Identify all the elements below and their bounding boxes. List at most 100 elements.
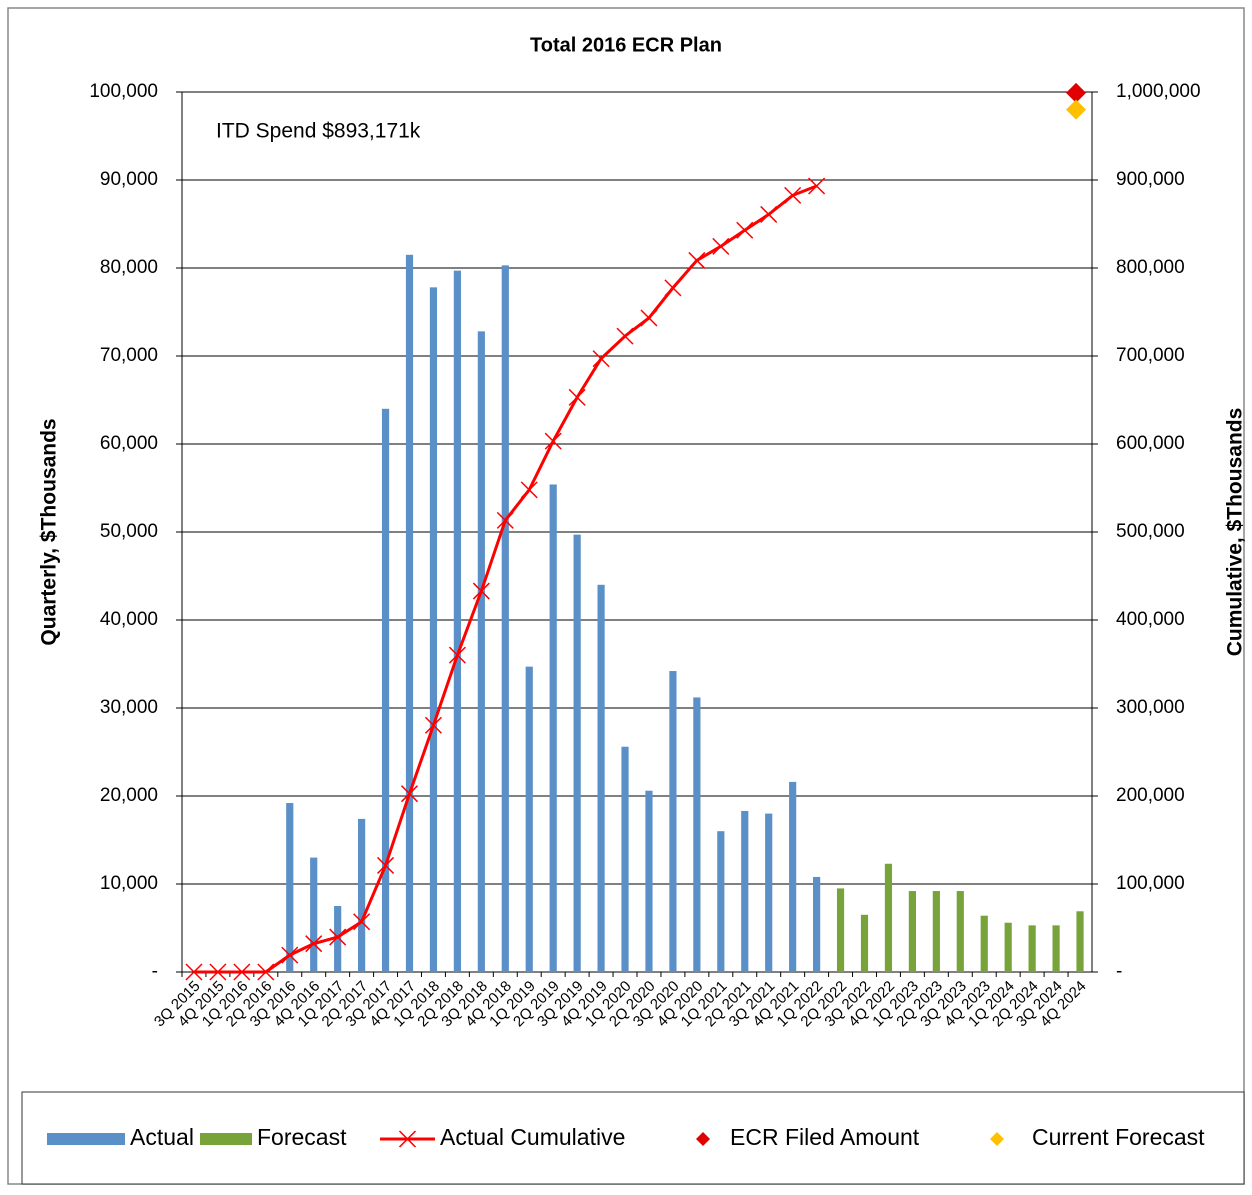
bar xyxy=(501,265,509,972)
line-marker xyxy=(329,928,347,946)
line-marker xyxy=(496,511,514,529)
y2-tick-label: 300,000 xyxy=(1116,697,1185,718)
legend-label: Current Forecast xyxy=(1032,1124,1205,1150)
line-marker xyxy=(616,327,634,345)
line-marker xyxy=(353,913,371,931)
y2-tick-label: 500,000 xyxy=(1116,521,1185,542)
line-marker xyxy=(281,946,299,964)
line-marker xyxy=(377,856,395,874)
bar xyxy=(645,790,653,972)
bar xyxy=(621,746,629,972)
line-marker xyxy=(712,237,730,255)
bar xyxy=(597,584,605,972)
legend-label: Actual Cumulative xyxy=(440,1124,625,1150)
y-tick-label: 70,000 xyxy=(100,345,158,366)
chart-border xyxy=(7,7,1245,1185)
line-marker xyxy=(664,279,682,297)
bar xyxy=(525,666,533,972)
legend-swatch xyxy=(990,1132,1004,1146)
y2-tick-label: - xyxy=(1116,961,1122,982)
bar xyxy=(813,876,821,972)
bar xyxy=(573,534,581,972)
legend-marker xyxy=(398,1130,417,1148)
y2-tick-label: 1,000,000 xyxy=(1116,81,1201,102)
legend-label: Actual xyxy=(130,1124,194,1150)
bar xyxy=(477,331,485,972)
bar xyxy=(789,781,797,972)
bar xyxy=(549,484,557,972)
line-marker xyxy=(209,963,227,981)
line-marker xyxy=(185,963,203,981)
line-marker xyxy=(688,251,706,269)
line-marker xyxy=(760,205,778,223)
line-marker xyxy=(233,963,251,981)
y-tick-label: 60,000 xyxy=(100,433,158,454)
bar xyxy=(358,818,366,972)
y-tick-label: 50,000 xyxy=(100,521,158,542)
line-marker xyxy=(472,582,490,600)
y2-tick-label: 600,000 xyxy=(1116,433,1185,454)
line-marker xyxy=(400,785,419,803)
y2-tick-label: 700,000 xyxy=(1116,345,1185,366)
y-tick-label: 10,000 xyxy=(100,873,158,894)
y2-tick-label: 900,000 xyxy=(1116,169,1185,190)
line-marker xyxy=(257,963,275,981)
bar xyxy=(405,254,414,973)
bar xyxy=(884,863,893,972)
line-marker xyxy=(784,186,802,204)
bar xyxy=(1004,922,1012,972)
bar xyxy=(956,891,964,972)
bar xyxy=(381,408,390,972)
bar xyxy=(908,891,916,972)
line-marker xyxy=(448,646,466,664)
bar xyxy=(860,914,869,972)
y2-tick-label: 200,000 xyxy=(1116,785,1185,806)
scatter-point xyxy=(1066,82,1087,103)
y-tick-label: 100,000 xyxy=(89,81,158,102)
legend-label: ECR Filed Amount xyxy=(730,1124,920,1150)
y-tick-label: 40,000 xyxy=(100,609,158,630)
bar xyxy=(741,810,749,972)
bar xyxy=(717,831,725,972)
line-marker xyxy=(568,388,586,406)
line-marker xyxy=(736,221,754,239)
bar xyxy=(310,857,318,972)
legend-swatch xyxy=(200,1133,252,1145)
y-tick-label: 20,000 xyxy=(100,785,158,806)
line-marker xyxy=(592,350,610,368)
line-marker xyxy=(305,935,323,953)
chart-title: Total 2016 ECR Plan xyxy=(530,34,722,56)
bar xyxy=(765,813,773,972)
y-tick-label: 80,000 xyxy=(100,257,158,278)
bar xyxy=(429,287,438,972)
bar xyxy=(1076,911,1084,972)
y-tick-label: 30,000 xyxy=(100,697,158,718)
y-tick-label: 90,000 xyxy=(100,169,158,190)
bar xyxy=(693,697,701,972)
line-marker xyxy=(520,481,538,499)
line-marker xyxy=(640,309,658,327)
bar xyxy=(836,888,845,972)
line-marker xyxy=(808,177,826,195)
y2-tick-label: 800,000 xyxy=(1116,257,1185,278)
bar xyxy=(669,671,677,972)
bar xyxy=(453,270,461,972)
y2-tick-label: 400,000 xyxy=(1116,609,1185,630)
bar xyxy=(980,915,988,972)
line-marker xyxy=(424,716,442,734)
legend-swatch xyxy=(47,1133,125,1145)
bar xyxy=(334,906,342,972)
legend-swatch xyxy=(696,1132,710,1146)
y-tick-label: - xyxy=(152,961,158,982)
bar xyxy=(286,803,294,972)
annotation: ITD Spend $893,171k xyxy=(216,120,421,143)
bar xyxy=(1028,925,1036,972)
bar xyxy=(932,891,940,972)
scatter-point xyxy=(1066,99,1087,120)
y2-tick-label: 100,000 xyxy=(1116,873,1185,894)
line-marker xyxy=(544,432,562,450)
bar xyxy=(1052,925,1060,972)
y2-axis-label: Cumulative, $Thousands xyxy=(1224,408,1247,657)
y-axis-label: Quarterly, $Thousands xyxy=(38,418,61,645)
